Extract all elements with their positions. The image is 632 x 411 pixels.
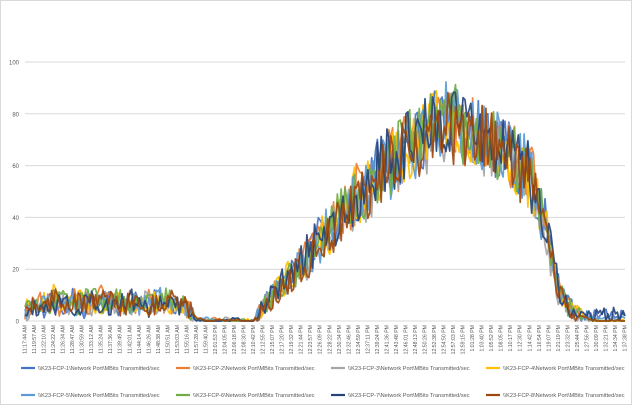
x-tick-label: 11:17:44 AM [23,325,29,354]
x-tick-label: 12:21:44 PM [299,325,305,354]
legend-label: \\K23-FCP-7\Network Port\MBits Transmitt… [348,393,470,399]
x-tick-label: 1:12:30 PM [518,325,524,352]
x-tick-label: 12:34:59 PM [356,325,362,354]
x-tick-label: 1:03:40 PM [480,325,486,352]
x-tick-label: 11:24:22 AM [51,325,57,354]
x-tick-label: 12:41:36 PM [384,325,390,354]
x-tick-label: 12:04:05 PM [223,325,229,354]
x-tick-label: 11:26:34 AM [61,325,67,354]
x-tick-label: 12:50:26 PM [423,325,429,354]
legend-label: \\K23-FCP-4\Network Port\MBits Transmitt… [503,366,625,372]
x-tick-label: 11:19:57 AM [32,325,38,354]
x-tick-label: 11:50:51 AM [165,325,171,354]
x-tick-label: 1:21:19 PM [556,325,562,352]
x-tick-label: 11:46:26 AM [146,325,152,354]
x-tick-label: 12:01:53 PM [213,325,219,354]
x-tick-label: 12:08:30 PM [242,325,248,354]
legend-label: \\K23-FCP-8\Network Port\MBits Transmitt… [503,393,625,399]
x-axis: 11:17:44 AM 11:19:57 AM 11:22:10 AM 11:24:2… [23,325,629,354]
x-tick-label: 1:37:38 PM [623,325,629,352]
x-tick-label: 12:28:22 PM [327,325,333,354]
x-tick-label: 1:25:44 PM [575,325,581,352]
x-tick-label: 11:28:47 AM [70,325,76,354]
x-tick-label: 12:15:07 PM [270,325,276,354]
x-tick-label: 11:37:36 AM [108,325,114,354]
x-tick-label: 12:30:34 PM [337,325,343,354]
x-tick-label: 1:27:56 PM [584,325,590,352]
x-tick-label: 1:19:07 PM [546,325,552,352]
x-tick-label: 11:22:10 AM [42,325,48,354]
series-line [24,91,625,322]
x-tick-label: 12:19:32 PM [289,325,295,354]
x-tick-label: 12:57:03 PM [451,325,457,354]
y-tick-label: 60 [12,164,19,170]
legend-label: \\K23-FCP-3\Network Port\MBits Transmitt… [348,366,470,372]
x-tick-label: 12:26:09 PM [318,325,324,354]
x-tick-label: 12:37:11 PM [365,325,371,354]
x-tick-label: 12:10:42 PM [251,325,257,354]
x-tick-label: 11:33:12 AM [89,325,95,354]
y-axis: 0 20 40 60 80 100 [9,61,20,326]
series-lines [24,81,626,322]
legend-label: \\K23-FCP-2\Network Port\MBits Transmitt… [193,366,315,372]
x-tick-label: 11:44:14 AM [137,325,143,354]
x-tick-label: 1:08:05 PM [499,325,505,352]
x-tick-label: 1:16:54 PM [537,325,543,352]
x-tick-label: 11:57:28 AM [194,325,200,354]
x-tick-label: 1:34:34 PM [613,325,619,352]
y-tick-label: 0 [16,320,20,326]
x-tick-label: 11:48:38 AM [156,325,162,354]
y-tick-label: 80 [12,112,19,118]
x-tick-label: 12:59:15 PM [461,325,467,354]
x-tick-label: 12:52:38 PM [432,325,438,354]
x-tick-label: 1:32:21 PM [603,325,609,352]
x-tick-label: 12:48:13 PM [413,325,419,354]
legend-label: \\K23-FCP-5\Network Port\MBits Transmitt… [38,393,160,399]
x-tick-label: 1:10:17 PM [508,325,514,352]
x-tick-label: 11:30:59 AM [80,325,86,354]
x-tick-label: 1:14:42 PM [527,325,533,352]
x-tick-label: 12:06:18 PM [232,325,238,354]
x-tick-label: 12:39:24 PM [375,325,381,354]
x-tick-label: 1:23:32 PM [565,325,571,352]
x-tick-label: 12:46:01 PM [403,325,409,354]
x-tick-label: 12:54:50 PM [442,325,448,354]
legend-label: \\K23-FCP-1\Network Port\MBits Transmitt… [38,366,160,372]
x-tick-label: 12:23:57 PM [308,325,314,354]
legend-label: \\K23-FCP-6\Network Port\MBits Transmitt… [193,393,315,399]
y-tick-label: 20 [12,268,19,274]
x-tick-label: 11:42:01 AM [127,325,133,354]
x-tick-label: 1:05:52 PM [489,325,495,352]
x-tick-label: 1:01:28 PM [470,325,476,352]
x-tick-label: 12:43:48 PM [394,325,400,354]
x-tick-label: 12:12:55 PM [261,325,267,354]
x-tick-label: 11:53:03 AM [175,325,181,354]
x-tick-label: 11:35:24 AM [99,325,105,354]
y-tick-label: 40 [12,216,19,222]
legend: \\K23-FCP-1\Network Port\MBits Transmitt… [21,366,625,399]
x-tick-label: 1:30:09 PM [594,325,600,352]
x-tick-label: 11:55:16 AM [184,325,190,354]
y-tick-label: 100 [9,61,20,67]
x-tick-label: 12:17:20 PM [280,325,286,354]
x-tick-label: 12:32:46 PM [346,325,352,354]
x-tick-label: 11:59:40 AM [203,325,209,354]
x-tick-label: 11:39:49 AM [118,325,124,354]
